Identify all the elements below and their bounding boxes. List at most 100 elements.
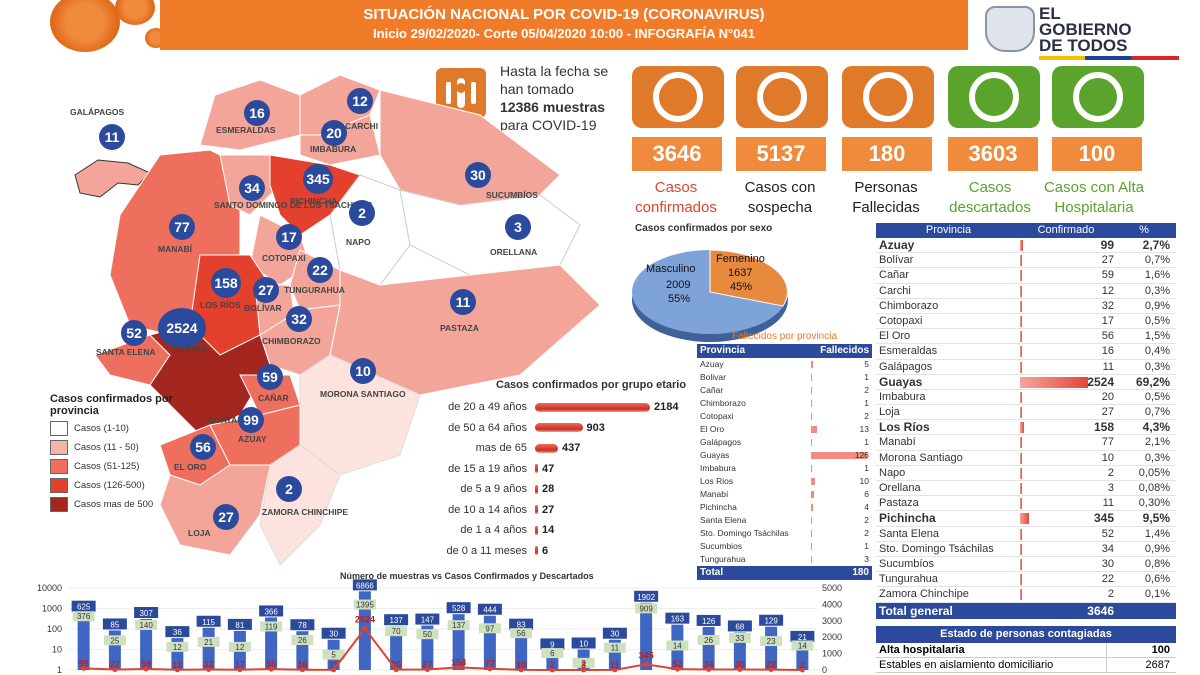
minus-icon (948, 66, 1040, 128)
confirmed-bar (1020, 498, 1022, 510)
discarded-label-box (166, 641, 189, 652)
confirmed-pct: 4,3% (1142, 420, 1170, 435)
table-row: Los Rios 10 (697, 475, 872, 488)
confirmed-pct: 0,5% (1144, 390, 1170, 403)
discarded-value: 11 (611, 644, 620, 653)
samples-text: para COVID-19 (500, 117, 597, 133)
table-row: Imbabura 1 (697, 462, 872, 475)
table-row: Orellana 3 0,08% (876, 481, 1176, 497)
confirmed-count: 11 (1102, 497, 1114, 510)
pie-label: Femenino (716, 253, 765, 265)
table-row: Manabí 77 2,1% (876, 435, 1176, 451)
age-label: de 15 a 19 años (448, 462, 527, 475)
case-bubble (276, 476, 302, 502)
samples-value: 9 (550, 640, 555, 649)
confirmed-pct: 1,4% (1144, 527, 1170, 540)
confirmed-count: 16 (1101, 345, 1114, 358)
samples-label-box (196, 615, 221, 627)
table-row: Galápagos 1 (697, 436, 872, 449)
province-name: Azuay (700, 359, 724, 369)
legend-label: Casos mas de 500 (74, 499, 154, 510)
discarded-value: 137 (452, 621, 466, 630)
confirmed-bar (1020, 452, 1022, 464)
bubble-value: 16 (249, 105, 265, 121)
case-bubble (211, 268, 241, 298)
confirmed-count: 10 (1101, 451, 1114, 464)
samples-label-box (696, 614, 721, 626)
province-name: Zamora Chinchipe (879, 588, 969, 601)
province-name: Sucumbíos (879, 557, 935, 570)
province-name: Galápagos (879, 360, 933, 373)
table-row: Manabí 6 (697, 488, 872, 501)
case-bubble (276, 224, 302, 250)
y-tick-label: 100 (47, 624, 62, 634)
confirmed-pct: 0,9% (1144, 299, 1170, 312)
bubble-value: 11 (456, 294, 471, 310)
province-table: Provincia Confirmado % Azuay 99 2,7% Bolíva… (876, 223, 1176, 619)
sex-pie-chart: Masculino 2009 55% Femenino 1637 45% (632, 249, 788, 342)
samples-value: 126 (702, 617, 716, 626)
age-bar (535, 505, 538, 514)
province-name: Azuay (879, 238, 915, 252)
discarded-value: 97 (485, 624, 494, 633)
table-row: Galápagos 11 0,3% (876, 360, 1176, 375)
bubble-value: 2 (285, 481, 293, 497)
province-label: PICHINCHA (290, 196, 337, 206)
confirmed-value: 27 (110, 660, 120, 670)
death-count: 13 (859, 424, 869, 434)
province-name: Guayas (700, 450, 730, 460)
age-bar (535, 464, 538, 473)
total-label: Total (700, 567, 724, 578)
samples-label-box (727, 620, 752, 632)
legend-swatch (50, 478, 68, 493)
province-name: Sto. Domingo Tsáchilas (879, 542, 994, 555)
discarded-value: 21 (204, 638, 213, 647)
province-label: LOS RÍOS (200, 300, 241, 310)
case-bubble (244, 100, 270, 126)
status-table: Estado de personas contagiadas Alta hosp… (876, 626, 1176, 673)
confirmed-count: 52 (1101, 527, 1114, 540)
discarded-value: 23 (767, 637, 776, 646)
discarded-value: 56 (517, 629, 526, 638)
age-row: de 20 a 49 años 2184 (405, 398, 678, 416)
age-label: mas de 65 (475, 442, 527, 454)
confirmed-value: 16 (297, 660, 307, 670)
province-name: Chimborazo (700, 398, 746, 408)
confirmed-pct: 0,30% (1138, 497, 1170, 510)
death-count: 1 (864, 398, 869, 408)
confirmed-count: 99 (1100, 238, 1114, 252)
age-bar (535, 525, 538, 535)
y2-tick-label: 2000 (822, 632, 842, 642)
discarded-value: 50 (423, 630, 432, 639)
bubble-value: 27 (218, 509, 234, 525)
y-tick-label: 10000 (37, 583, 62, 593)
confirmed-bar (1020, 315, 1022, 327)
confirmed-pct: 0,9% (1144, 542, 1170, 555)
confirmed-bar (1020, 437, 1023, 449)
province-label: COTOPAXI (262, 253, 306, 263)
samples-value: 21 (798, 633, 807, 642)
age-row: de 50 a 64 años 903 (405, 419, 605, 437)
province-name: Cotopaxi (700, 411, 734, 421)
discarded-label-box (666, 640, 689, 651)
discarded-label-box (322, 649, 345, 660)
table-row: El Oro 56 1,5% (876, 329, 1176, 345)
samples-label-box (259, 605, 284, 617)
discarded-value: 14 (798, 642, 807, 651)
column-header: Provincia (700, 345, 746, 356)
confirmed-pct: 0,3% (1144, 451, 1170, 464)
confirmed-count: 34 (1101, 542, 1114, 555)
case-bubble (169, 214, 195, 240)
legend-item: Casos (1-10) (50, 421, 180, 436)
confirmed-pct: 0,7% (1144, 254, 1170, 267)
province-name: Bolívar (879, 254, 914, 267)
samples-value: 115 (202, 618, 215, 627)
age-value: 6 (542, 544, 549, 557)
case-bubble (99, 124, 125, 150)
confirmed-count: 30 (1101, 557, 1114, 570)
province-name: Napo (879, 466, 906, 479)
death-bar (811, 530, 812, 537)
death-count: 126 (854, 450, 869, 460)
discarded-label-box (135, 620, 158, 631)
confirmed-line (83, 626, 803, 671)
